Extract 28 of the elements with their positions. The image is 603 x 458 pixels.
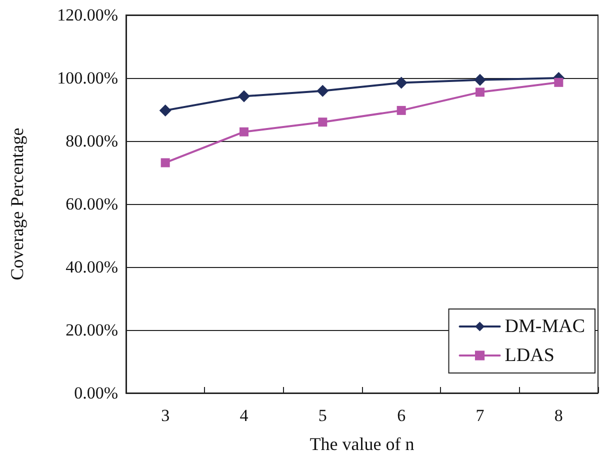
- y-tick-label: 120.00%: [57, 6, 118, 24]
- x-tick-label: 3: [161, 406, 170, 425]
- y-tick-label: 60.00%: [66, 194, 118, 214]
- point: [476, 88, 484, 97]
- y-tick-label: 100.00%: [57, 68, 118, 88]
- y-tick-label: 40.00%: [66, 258, 118, 276]
- legend-label: DM-MAC: [504, 316, 586, 337]
- point: [159, 104, 172, 116]
- point: [396, 106, 406, 115]
- x-tick-label: 7: [476, 406, 485, 425]
- x-axis-title: The value of n: [310, 434, 414, 454]
- x-tick-label: 5: [318, 406, 327, 425]
- point: [318, 118, 328, 127]
- legend-label: LDAS: [504, 345, 554, 366]
- point: [395, 76, 408, 89]
- x-tick-label: 4: [240, 406, 249, 425]
- x-tick-label: 8: [554, 406, 563, 425]
- y-axis-title: Coverage Percentage: [7, 128, 27, 280]
- y-tick-label: 20.00%: [66, 320, 118, 340]
- point: [474, 74, 486, 86]
- x-tick-label: 6: [397, 406, 406, 425]
- y-tick-label: 0.00%: [74, 384, 118, 402]
- point: [554, 78, 564, 87]
- point: [160, 158, 170, 168]
- point: [240, 127, 248, 136]
- y-tick-label: 80.00%: [66, 132, 118, 150]
- point: [316, 84, 329, 97]
- point: [238, 90, 250, 102]
